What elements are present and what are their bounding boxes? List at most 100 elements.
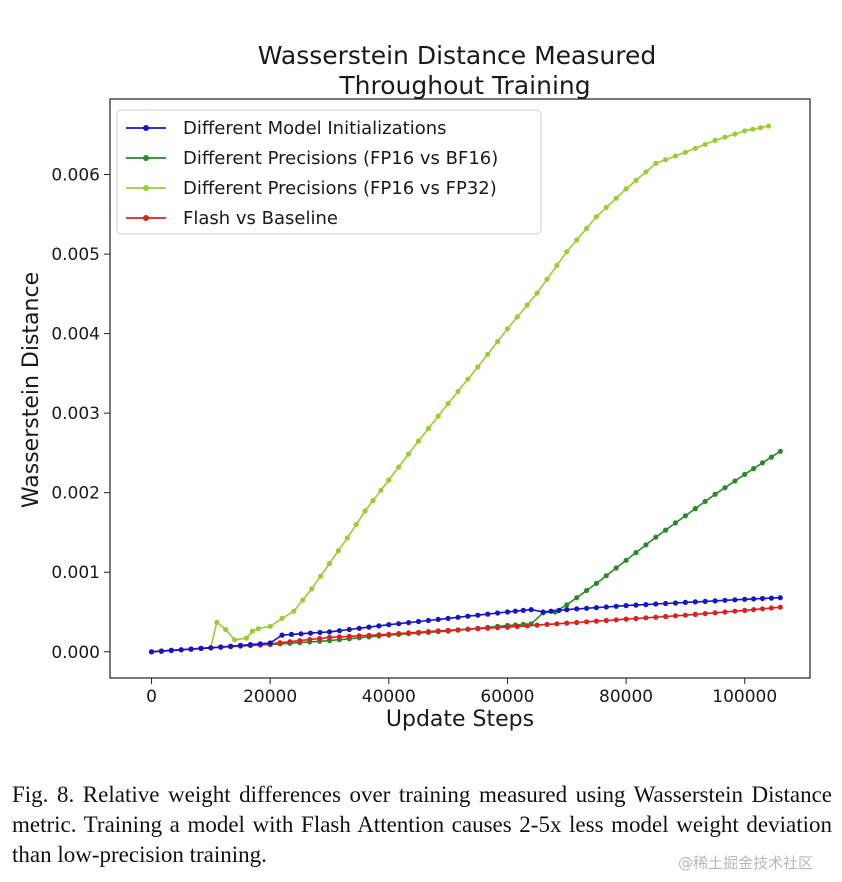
- data-point: [682, 599, 689, 606]
- data-point: [277, 640, 283, 646]
- data-point: [633, 615, 639, 622]
- data-point: [653, 534, 659, 540]
- data-point: [475, 612, 481, 618]
- data-point: [712, 598, 718, 604]
- y-tick-label: 0.004: [51, 325, 100, 345]
- data-point: [672, 153, 679, 159]
- data-point: [702, 598, 708, 605]
- data-point: [495, 610, 501, 616]
- data-point: [520, 607, 526, 614]
- legend-marker: [143, 215, 149, 221]
- data-point: [366, 624, 372, 630]
- data-point: [309, 586, 315, 592]
- y-tick-label: 0.003: [51, 404, 100, 424]
- data-point: [540, 609, 546, 615]
- data-point: [317, 635, 323, 642]
- data-point: [247, 642, 253, 648]
- data-point: [279, 615, 285, 622]
- legend-marker: [143, 185, 149, 191]
- data-point: [702, 141, 708, 147]
- data-point: [732, 597, 738, 603]
- data-point: [663, 600, 669, 607]
- data-point: [564, 607, 570, 613]
- data-point: [759, 595, 766, 602]
- data-point: [475, 364, 481, 370]
- data-point: [682, 513, 689, 519]
- data-point: [663, 613, 669, 620]
- data-point: [593, 605, 600, 611]
- data-point: [643, 169, 649, 175]
- data-point: [751, 607, 757, 613]
- data-point: [548, 608, 554, 614]
- data-point: [376, 632, 382, 638]
- data-point: [653, 601, 659, 607]
- data-point: [742, 596, 748, 602]
- data-point: [556, 607, 562, 614]
- legend-marker: [143, 125, 149, 131]
- data-point: [445, 401, 451, 407]
- y-tick-label: 0.006: [51, 166, 100, 186]
- data-point: [465, 626, 471, 632]
- data-point: [653, 614, 659, 620]
- data-point: [512, 608, 519, 614]
- data-point: [485, 611, 491, 617]
- data-point: [584, 225, 590, 231]
- data-point: [564, 620, 570, 626]
- data-point: [288, 631, 295, 638]
- data-point: [218, 644, 224, 650]
- data-point: [291, 608, 297, 614]
- data-point: [435, 413, 441, 419]
- figure-caption: Fig. 8. Relative weight differences over…: [12, 782, 832, 867]
- data-point: [584, 605, 590, 611]
- data-point: [751, 596, 757, 602]
- data-point: [653, 160, 659, 166]
- watermark: @稀土掘金技术社区: [678, 854, 814, 872]
- data-point: [633, 550, 639, 556]
- x-tick-label: 40000: [362, 687, 416, 707]
- data-point: [613, 565, 619, 571]
- data-point: [722, 597, 728, 603]
- x-tick-label: 60000: [480, 687, 534, 707]
- data-point: [504, 609, 511, 615]
- data-point: [643, 615, 649, 621]
- data-point: [362, 508, 368, 514]
- data-point: [237, 642, 244, 649]
- data-point: [712, 491, 718, 497]
- data-point: [168, 647, 174, 654]
- data-point: [672, 520, 679, 526]
- legend-label: Flash vs Baseline: [183, 208, 338, 229]
- data-point: [534, 622, 540, 628]
- data-point: [386, 622, 392, 628]
- data-point: [712, 610, 718, 616]
- data-point: [495, 625, 501, 631]
- data-point: [732, 131, 738, 137]
- data-point: [692, 506, 698, 512]
- data-point: [378, 487, 384, 493]
- data-point: [554, 262, 560, 269]
- data-point: [759, 606, 766, 612]
- legend: Different Model Initializations Different…: [116, 109, 542, 235]
- data-point: [613, 603, 619, 609]
- data-point: [307, 637, 313, 643]
- data-point: [633, 602, 639, 608]
- data-point: [485, 625, 491, 631]
- data-point: [742, 128, 748, 134]
- data-point: [554, 621, 560, 627]
- data-point: [376, 623, 382, 629]
- data-point: [623, 603, 629, 609]
- data-point: [366, 632, 372, 638]
- data-point: [370, 498, 376, 504]
- data-point: [318, 573, 324, 579]
- data-point: [777, 448, 783, 454]
- data-point: [643, 542, 649, 548]
- data-point: [504, 326, 511, 332]
- data-point: [346, 633, 352, 640]
- data-point: [603, 604, 609, 610]
- data-point: [353, 521, 359, 528]
- data-point: [425, 629, 431, 635]
- data-point: [223, 626, 229, 633]
- y-axis: 0.000 0.001 0.002 0.003 0.004 0.005 0.006: [51, 166, 110, 663]
- data-point: [415, 618, 422, 625]
- data-point: [633, 177, 639, 183]
- data-point: [326, 629, 333, 635]
